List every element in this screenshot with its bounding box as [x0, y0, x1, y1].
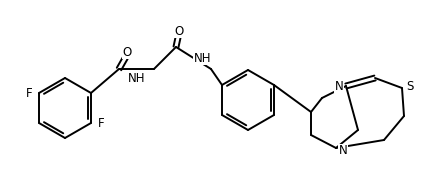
- Text: NH: NH: [194, 52, 211, 65]
- Text: N: N: [338, 145, 347, 158]
- Text: NH: NH: [128, 71, 145, 84]
- Text: O: O: [174, 25, 184, 38]
- Text: F: F: [98, 116, 104, 129]
- Text: F: F: [26, 86, 32, 100]
- Text: N: N: [335, 79, 343, 92]
- Text: S: S: [406, 79, 414, 92]
- Text: O: O: [122, 46, 132, 59]
